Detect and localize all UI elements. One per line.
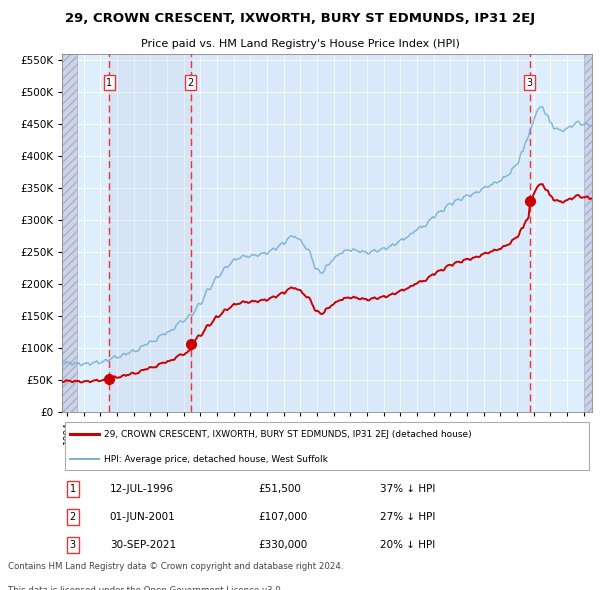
Text: This data is licensed under the Open Government Licence v3.0.: This data is licensed under the Open Gov… [8,586,283,590]
Text: Contains HM Land Registry data © Crown copyright and database right 2024.: Contains HM Land Registry data © Crown c… [8,562,343,571]
Text: 12-JUL-1996: 12-JUL-1996 [110,484,174,494]
Text: 27% ↓ HPI: 27% ↓ HPI [380,512,436,522]
Bar [191,54,529,412]
Text: 29, CROWN CRESCENT, IXWORTH, BURY ST EDMUNDS, IP31 2EJ (detached house): 29, CROWN CRESCENT, IXWORTH, BURY ST EDM… [104,430,472,438]
Text: 20% ↓ HPI: 20% ↓ HPI [380,540,435,550]
Text: £51,500: £51,500 [258,484,301,494]
Text: 29, CROWN CRESCENT, IXWORTH, BURY ST EDMUNDS, IP31 2EJ: 29, CROWN CRESCENT, IXWORTH, BURY ST EDM… [65,12,535,25]
Text: 37% ↓ HPI: 37% ↓ HPI [380,484,436,494]
Bar [584,54,592,412]
Text: 1: 1 [70,484,76,494]
Text: 3: 3 [70,540,76,550]
Text: HPI: Average price, detached house, West Suffolk: HPI: Average price, detached house, West… [104,454,328,464]
Text: 30-SEP-2021: 30-SEP-2021 [110,540,176,550]
FancyBboxPatch shape [65,422,589,470]
Bar [109,54,191,412]
Text: 2: 2 [187,78,194,88]
Text: 2: 2 [70,512,76,522]
Text: Price paid vs. HM Land Registry's House Price Index (HPI): Price paid vs. HM Land Registry's House … [140,39,460,49]
Text: £330,000: £330,000 [258,540,307,550]
Text: 3: 3 [526,78,533,88]
Text: 1: 1 [106,78,112,88]
Text: £107,000: £107,000 [258,512,307,522]
Bar [62,54,77,412]
Text: 01-JUN-2001: 01-JUN-2001 [110,512,175,522]
